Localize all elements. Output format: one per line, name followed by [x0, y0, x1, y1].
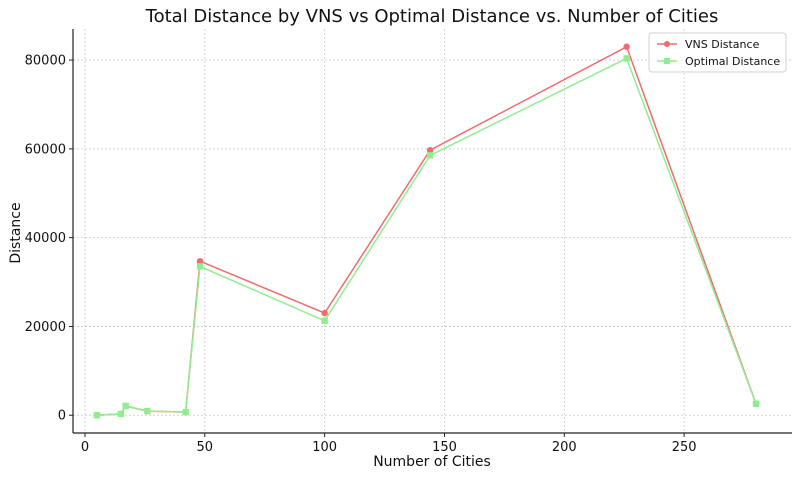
y-tick-label: 80000 [25, 54, 66, 69]
optimal-distance-point [182, 408, 189, 416]
optimal-distance-point [426, 152, 434, 159]
axes [72, 29, 792, 434]
optimal-distance-point [93, 411, 101, 419]
vns-distance-point [321, 309, 328, 317]
optimal-distance-point [122, 402, 129, 410]
chart-title: Total Distance by VNS vs Optimal Distanc… [145, 6, 719, 27]
y-tick-label: 20000 [25, 320, 66, 335]
x-tick-label: 250 [672, 440, 697, 455]
vns-distance-point [426, 147, 434, 154]
legend-marker-vns-distance [664, 41, 670, 47]
y-axis-label: Distance [8, 202, 24, 263]
vns-distance-line [96, 45, 757, 416]
optimal-distance-point [321, 317, 328, 324]
x-tick-label: 100 [312, 440, 337, 455]
x-axis-label: Number of Cities [373, 454, 491, 470]
legend-marker-optimal-distance [664, 58, 670, 64]
legend-frame [648, 32, 787, 73]
x-ticks: 0 50 100 150 200 250 [81, 433, 697, 455]
legend-label-vns-distance: VNS Distance [685, 38, 760, 51]
optimal-distance-point [196, 263, 204, 270]
grid [73, 29, 792, 433]
optimal-distance-point [144, 407, 151, 415]
legend-label-optimal-distance: Optimal Distance [685, 55, 780, 68]
series-group [93, 43, 760, 419]
y-tick-label: 60000 [25, 142, 66, 157]
y-tick-label: 0 [58, 409, 66, 424]
legend: VNS Distance Optimal Distance [648, 32, 787, 73]
optimal-distance-point [117, 410, 125, 418]
x-tick-label: 0 [81, 440, 89, 455]
x-tick-label: 50 [197, 440, 214, 455]
optimal-distance-point [623, 55, 630, 62]
vns-distance-point [196, 257, 204, 265]
y-ticks: 0 20000 40000 60000 80000 [25, 54, 73, 424]
optimal-distance-line [96, 57, 757, 416]
vns-distance-point [623, 43, 630, 50]
x-tick-label: 200 [552, 440, 577, 455]
optimal-distance-point [752, 400, 760, 407]
y-tick-label: 40000 [25, 231, 66, 246]
x-tick-label: 150 [432, 440, 457, 455]
